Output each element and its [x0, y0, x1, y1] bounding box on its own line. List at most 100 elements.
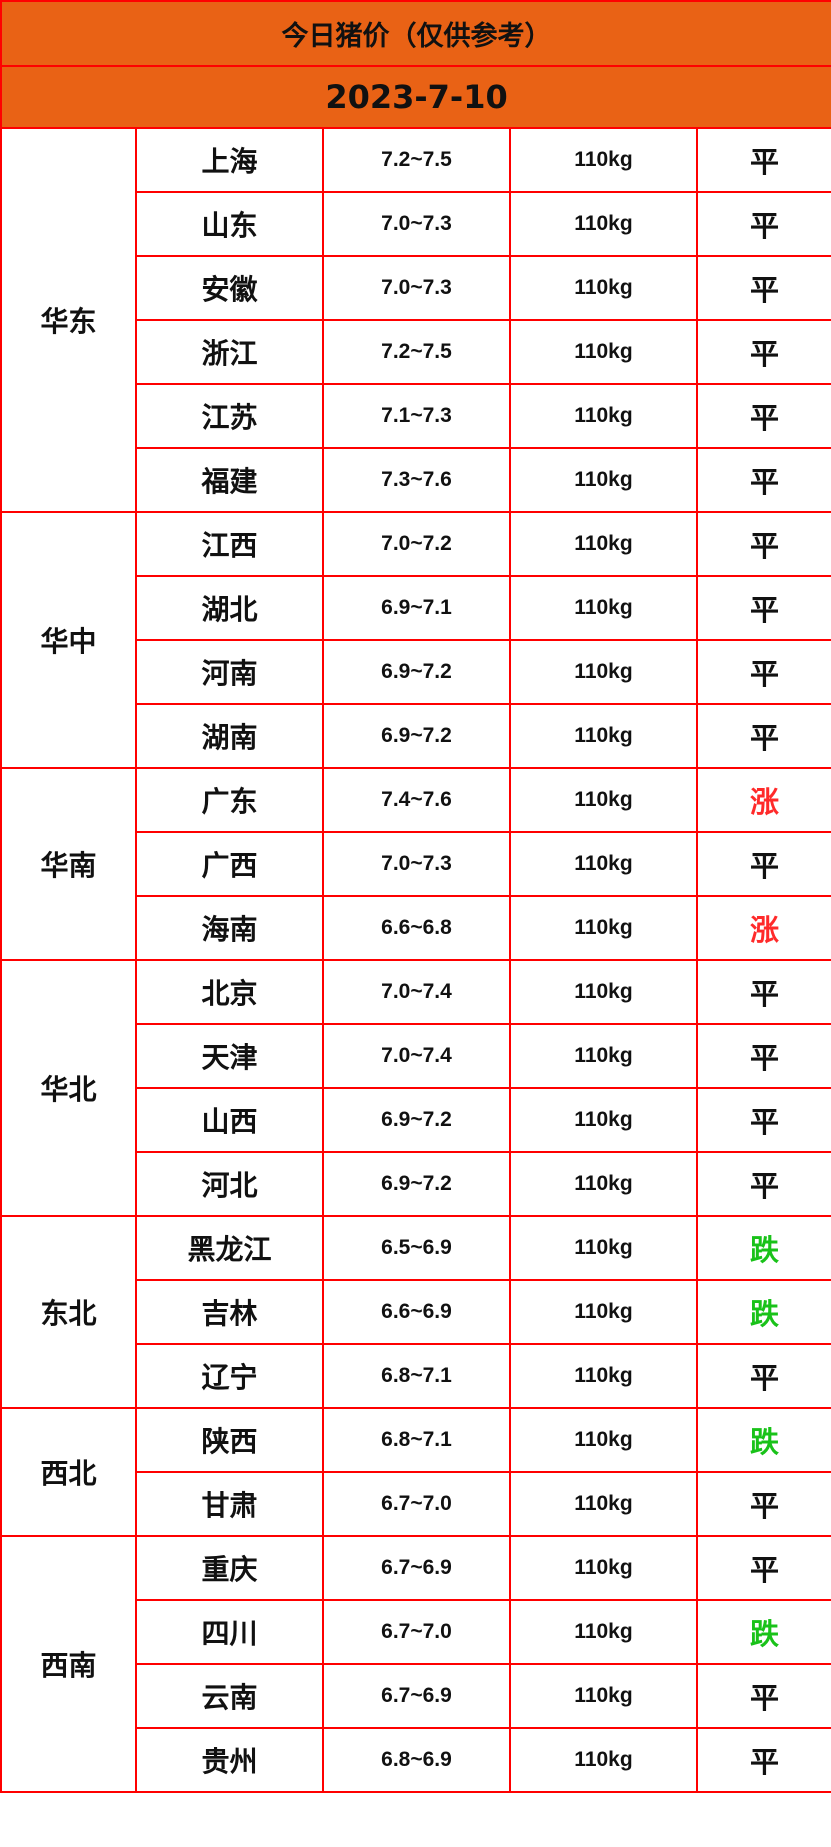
table-row: 海南 6.6~6.8 110kg 涨 — [1, 895, 831, 961]
province-cell: 河南 — [135, 639, 324, 705]
price-cell: 6.5~6.9 — [322, 1215, 511, 1281]
weight-cell: 110kg — [509, 1215, 698, 1281]
price-cell: 6.8~7.1 — [322, 1343, 511, 1409]
trend-cell: 涨 — [695, 767, 831, 833]
table-row: 湖南 6.9~7.2 110kg 平 — [1, 703, 831, 769]
weight-cell: 110kg — [509, 1279, 698, 1345]
table-row: 浙江 7.2~7.5 110kg 平 — [1, 319, 831, 385]
table-row: 河南 6.9~7.2 110kg 平 — [1, 639, 831, 705]
trend-cell: 平 — [695, 383, 831, 449]
province-cell: 湖北 — [135, 575, 324, 641]
table-row: 华南 广东 7.4~7.6 110kg 涨 — [0, 767, 831, 961]
table-row: 湖北 6.9~7.1 110kg 平 — [1, 575, 831, 641]
province-cell: 广西 — [135, 831, 324, 897]
province-cell: 江西 — [135, 511, 324, 577]
trend-cell: 跌 — [695, 1599, 831, 1665]
province-cell: 陕西 — [135, 1407, 324, 1473]
table-title: 今日猪价（仅供参考） — [0, 0, 831, 67]
weight-cell: 110kg — [509, 1663, 698, 1729]
price-cell: 6.6~6.8 — [322, 895, 511, 961]
price-cell: 6.9~7.2 — [322, 1087, 511, 1153]
table-row: 山东 7.0~7.3 110kg 平 — [1, 191, 831, 257]
price-cell: 6.9~7.2 — [322, 703, 511, 769]
table-row: 华北 北京 7.0~7.4 110kg 平 — [0, 959, 831, 1217]
weight-cell: 110kg — [509, 1535, 698, 1601]
weight-cell: 110kg — [509, 447, 698, 513]
price-cell: 7.1~7.3 — [322, 383, 511, 449]
price-cell: 6.9~7.2 — [322, 1151, 511, 1217]
trend-cell: 平 — [695, 703, 831, 769]
weight-cell: 110kg — [509, 959, 698, 1025]
table-row: 河北 6.9~7.2 110kg 平 — [1, 1151, 831, 1217]
province-cell: 重庆 — [135, 1535, 324, 1601]
table-date: 2023-7-10 — [0, 65, 831, 129]
weight-cell: 110kg — [509, 831, 698, 897]
price-cell: 7.2~7.5 — [322, 319, 511, 385]
province-cell: 上海 — [135, 127, 324, 193]
trend-cell: 平 — [695, 1471, 831, 1537]
trend-cell: 涨 — [695, 895, 831, 961]
province-cell: 安徽 — [135, 255, 324, 321]
trend-cell: 平 — [695, 639, 831, 705]
price-cell: 7.3~7.6 — [322, 447, 511, 513]
weight-cell: 110kg — [509, 1599, 698, 1665]
region-cell: 西北 — [0, 1407, 137, 1537]
weight-cell: 110kg — [509, 127, 698, 193]
weight-cell: 110kg — [509, 511, 698, 577]
table-row: 华东 上海 7.2~7.5 110kg 平 — [0, 127, 831, 513]
table-row: 广西 7.0~7.3 110kg 平 — [1, 831, 831, 897]
table-row: 贵州 6.8~6.9 110kg 平 — [1, 1727, 831, 1793]
table-row: 山西 6.9~7.2 110kg 平 — [1, 1087, 831, 1153]
price-cell: 6.7~7.0 — [322, 1599, 511, 1665]
province-cell: 海南 — [135, 895, 324, 961]
province-cell: 福建 — [135, 447, 324, 513]
table-row: 华中 江西 7.0~7.2 110kg 平 — [0, 511, 831, 769]
province-cell: 湖南 — [135, 703, 324, 769]
province-cell: 贵州 — [135, 1727, 324, 1793]
price-cell: 6.7~6.9 — [322, 1535, 511, 1601]
province-cell: 北京 — [135, 959, 324, 1025]
price-cell: 6.7~7.0 — [322, 1471, 511, 1537]
price-cell: 7.0~7.3 — [322, 831, 511, 897]
region-cell: 华南 — [0, 767, 137, 961]
province-cell: 云南 — [135, 1663, 324, 1729]
province-cell: 山西 — [135, 1087, 324, 1153]
price-cell: 7.0~7.4 — [322, 1023, 511, 1089]
province-cell: 吉林 — [135, 1279, 324, 1345]
trend-cell: 平 — [695, 191, 831, 257]
price-cell: 6.7~6.9 — [322, 1663, 511, 1729]
province-cell: 辽宁 — [135, 1343, 324, 1409]
price-cell: 7.0~7.2 — [322, 511, 511, 577]
price-cell: 7.2~7.5 — [322, 127, 511, 193]
price-cell: 7.0~7.3 — [322, 255, 511, 321]
province-cell: 浙江 — [135, 319, 324, 385]
trend-cell: 平 — [695, 1151, 831, 1217]
weight-cell: 110kg — [509, 1407, 698, 1473]
price-cell: 7.0~7.4 — [322, 959, 511, 1025]
trend-cell: 平 — [695, 831, 831, 897]
weight-cell: 110kg — [509, 1087, 698, 1153]
trend-cell: 平 — [695, 447, 831, 513]
region-cell: 东北 — [0, 1215, 137, 1409]
weight-cell: 110kg — [509, 575, 698, 641]
weight-cell: 110kg — [509, 639, 698, 705]
region-cell: 西南 — [0, 1535, 137, 1793]
province-cell: 黑龙江 — [135, 1215, 324, 1281]
trend-cell: 平 — [695, 959, 831, 1025]
trend-cell: 跌 — [695, 1279, 831, 1345]
table-row: 吉林 6.6~6.9 110kg 跌 — [1, 1279, 831, 1345]
province-cell: 河北 — [135, 1151, 324, 1217]
table-row: 安徽 7.0~7.3 110kg 平 — [1, 255, 831, 321]
price-cell: 6.9~7.2 — [322, 639, 511, 705]
province-cell: 天津 — [135, 1023, 324, 1089]
table-row: 四川 6.7~7.0 110kg 跌 — [1, 1599, 831, 1665]
trend-cell: 平 — [695, 1663, 831, 1729]
table-row: 天津 7.0~7.4 110kg 平 — [1, 1023, 831, 1089]
trend-cell: 平 — [695, 575, 831, 641]
weight-cell: 110kg — [509, 1343, 698, 1409]
trend-cell: 跌 — [695, 1215, 831, 1281]
table-row: 福建 7.3~7.6 110kg 平 — [1, 447, 831, 513]
table-row: 西南 重庆 6.7~6.9 110kg 平 — [0, 1535, 831, 1793]
price-cell: 6.8~7.1 — [322, 1407, 511, 1473]
pig-price-table: 今日猪价（仅供参考） 2023-7-10 华东 上海 7.2~7.5 110kg 平山东… — [0, 0, 831, 1793]
